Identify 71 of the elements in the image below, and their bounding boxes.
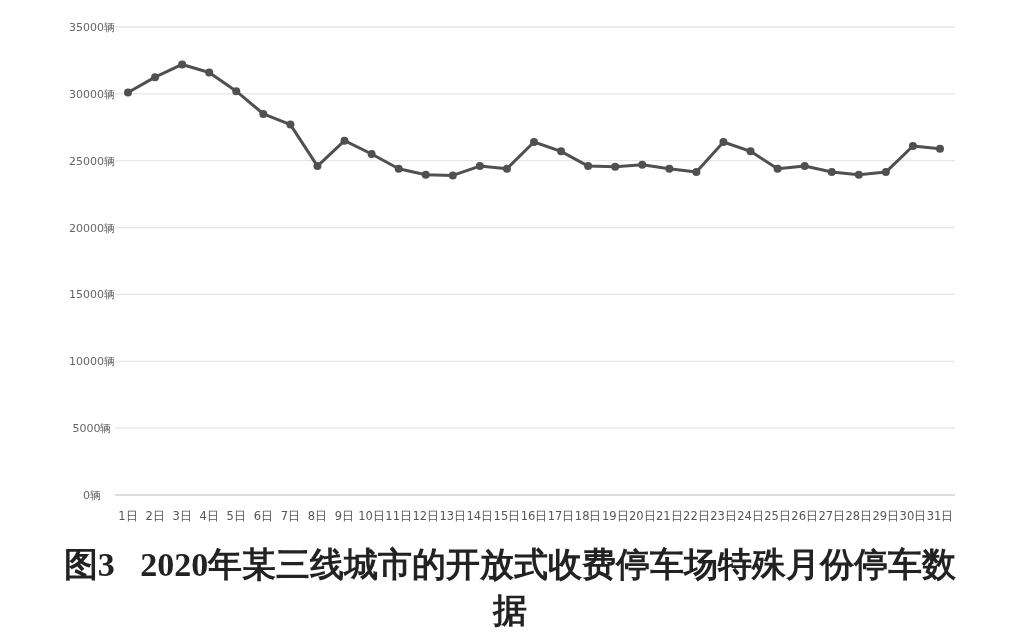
point: [827, 168, 836, 177]
x-tick-label: 8日: [307, 509, 328, 523]
y-tick-label: 0辆: [83, 489, 101, 502]
point: [448, 171, 457, 180]
x-tick-label: 21日: [656, 509, 683, 523]
y-tick-label: 10000辆: [69, 355, 115, 369]
x-tick-label: 9日: [334, 509, 355, 523]
x-tick-label: 24日: [737, 509, 764, 523]
point: [908, 142, 917, 151]
point: [367, 150, 376, 159]
point: [421, 170, 430, 179]
point: [638, 160, 647, 169]
y-tick-label: 35000辆: [69, 21, 115, 34]
point: [530, 137, 538, 146]
point: [502, 164, 511, 173]
x-tick-label: 3日: [172, 509, 192, 523]
x-tick-label: 23日: [710, 509, 737, 523]
x-tick-label: 22日: [683, 509, 710, 523]
point: [557, 147, 566, 156]
x-tick-label: 26日: [791, 509, 818, 523]
x-tick-label: 14日: [466, 509, 494, 523]
y-tick-label: 20000辆: [69, 221, 115, 235]
text: 图3 2020年某三线城市的开放式收费停车场特殊月份停车数据: [62, 545, 958, 631]
point: [340, 136, 349, 145]
point: [665, 164, 674, 173]
point: [719, 137, 728, 146]
point: [936, 144, 944, 153]
x-tick-label: 1日: [118, 509, 138, 523]
x-tick-label: 7日: [280, 509, 301, 523]
x-tick-label: 5日: [226, 509, 246, 523]
x-tick-label: 30日: [899, 509, 927, 523]
x-tick-label: 15日: [493, 509, 521, 523]
point: [475, 162, 484, 171]
y-tick-label: 25000辆: [69, 154, 115, 168]
point: [854, 170, 863, 179]
point: [746, 147, 755, 156]
x-tick-label: 28日: [845, 509, 873, 523]
x-tick-label: 17日: [547, 509, 575, 523]
point: [692, 168, 701, 177]
x-tick-label: 18日: [574, 509, 602, 523]
point: [178, 60, 187, 69]
x-tick-label: 6日: [253, 509, 273, 523]
x-tick-label: 12日: [412, 509, 440, 523]
point: [286, 120, 295, 129]
y-tick-label: 30000辆: [69, 87, 115, 101]
point: [584, 162, 593, 171]
point: [313, 162, 322, 171]
x-tick-label: 2日: [145, 509, 165, 523]
point: [800, 162, 809, 171]
point: [394, 164, 403, 173]
point: [232, 87, 241, 96]
x-tick-label: 20日: [628, 509, 656, 523]
point: [611, 162, 620, 171]
point: [124, 88, 132, 97]
y-tick-label: 5000辆: [72, 422, 112, 436]
x-tick-label: 16日: [520, 509, 548, 523]
x-tick-label: 11日: [385, 509, 412, 523]
x-tick-label: 27日: [818, 509, 846, 523]
x-tick-label: 25日: [764, 509, 791, 523]
x-tick-label: 31日: [926, 509, 954, 523]
x-tick-label: 13日: [439, 509, 467, 523]
x-tick-label: 29日: [872, 509, 900, 523]
point: [205, 68, 214, 77]
point: [259, 109, 268, 118]
x-tick-label: 19日: [601, 509, 629, 523]
x-tick-label: 4日: [199, 509, 219, 523]
point: [773, 164, 782, 173]
y-tick-label: 15000辆: [69, 288, 115, 302]
x-tick-label: 10日: [358, 509, 385, 523]
point: [151, 73, 160, 82]
point: [881, 168, 890, 177]
